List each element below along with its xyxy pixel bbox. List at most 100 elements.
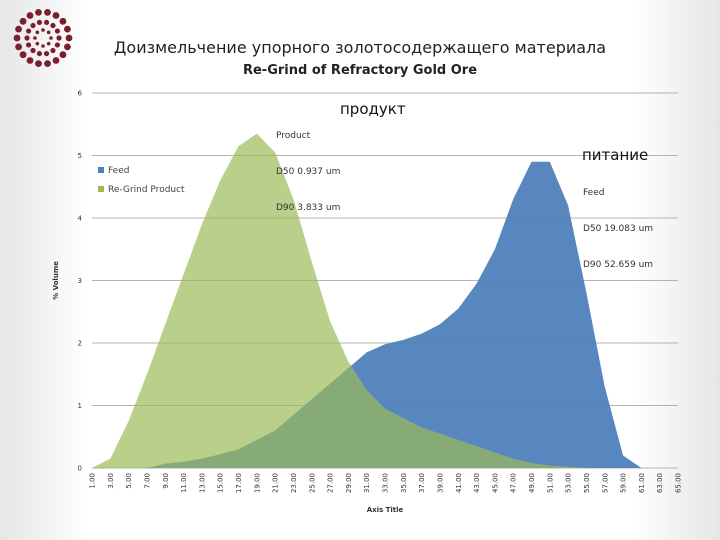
x-tick-label: 11.00 — [180, 473, 188, 493]
x-tick-label: 21.00 — [272, 473, 280, 493]
x-tick-label: 1.00 — [89, 473, 97, 489]
x-tick-label: 65.00 — [675, 473, 683, 493]
product-note-line: D90 3.833 um — [276, 203, 341, 213]
x-tick-label: 37.00 — [418, 473, 426, 493]
x-tick-label: 41.00 — [455, 473, 463, 493]
logo-dot — [46, 41, 51, 46]
series-area-feed — [92, 161, 678, 468]
logo-dot — [46, 30, 51, 35]
x-tick-label: 57.00 — [601, 473, 609, 493]
logo-dot — [56, 35, 62, 41]
x-tick-label: 31.00 — [363, 473, 371, 493]
x-tick-label: 63.00 — [656, 473, 664, 493]
feed-callout: питание — [582, 146, 649, 164]
x-tick-label: 5.00 — [125, 473, 133, 489]
logo-dot — [43, 19, 50, 26]
x-tick-label: 49.00 — [528, 473, 536, 493]
x-tick-label: 47.00 — [510, 473, 518, 493]
logo-dot — [35, 60, 42, 68]
y-tick-label: 3 — [78, 277, 82, 285]
y-tick-label: 0 — [78, 465, 82, 473]
logo-dot — [52, 57, 60, 64]
x-tick-label: 43.00 — [473, 473, 481, 493]
product-note-line: D50 0.937 um — [276, 167, 341, 177]
logo-dot — [59, 51, 67, 59]
x-tick-label: 33.00 — [382, 473, 390, 493]
x-axis-title: Axis Title — [367, 506, 404, 514]
x-tick-label: 55.00 — [583, 473, 591, 493]
feed-note-line: D50 19.083 um — [583, 224, 654, 234]
logo-dot — [52, 12, 60, 19]
logo-dot — [44, 60, 51, 68]
logo-dot — [30, 47, 36, 54]
x-tick-label: 25.00 — [308, 473, 316, 493]
logo-dot — [54, 28, 61, 34]
y-axis-title: % Volume — [52, 261, 60, 300]
product-callout: продукт — [340, 100, 406, 118]
logo-dot — [13, 34, 21, 42]
logo-dot — [25, 28, 32, 34]
logo-dot — [19, 17, 27, 25]
logo-dot — [24, 35, 30, 41]
y-tick-label: 1 — [78, 402, 82, 410]
x-tick-label: 3.00 — [107, 473, 115, 489]
feed-note-line: Feed — [583, 188, 605, 198]
logo-dot — [59, 17, 67, 25]
logo-dot — [43, 50, 50, 57]
legend-entry: Re-Grind Product — [108, 185, 185, 195]
logo-dot — [44, 8, 51, 16]
logo-dot — [26, 57, 34, 64]
logo-dot — [64, 43, 71, 51]
logo-dot — [35, 30, 40, 35]
feed-stats-note: Feed D50 19.083 um D90 52.659 um — [583, 163, 653, 283]
logo-dot — [50, 47, 56, 54]
y-tick-label: 2 — [78, 340, 82, 348]
logo-dot — [50, 22, 56, 29]
legend-swatch — [98, 167, 104, 173]
x-tick-label: 53.00 — [565, 473, 573, 493]
logo-dot — [41, 28, 45, 32]
ornamental-circle-logo-icon — [13, 8, 73, 68]
page-title: Доизмельчение упорного золотосодержащего… — [113, 38, 607, 57]
x-tick-label: 17.00 — [235, 473, 243, 493]
logo-dot — [35, 8, 42, 16]
logo-dot — [41, 44, 45, 48]
x-tick-label: 29.00 — [345, 473, 353, 493]
x-tick-label: 7.00 — [143, 473, 151, 489]
product-note-line: Product — [276, 131, 311, 141]
legend-swatch — [98, 186, 104, 192]
x-tick-label: 19.00 — [253, 473, 261, 493]
logo-dot — [33, 36, 37, 40]
x-tick-label: 23.00 — [290, 473, 298, 493]
y-tick-label: 5 — [78, 152, 82, 160]
chart-title: Re-Grind of Refractory Gold Ore — [242, 63, 478, 78]
legend-entry: Feed — [108, 166, 129, 176]
logo-dot — [26, 12, 34, 19]
x-tick-label: 27.00 — [327, 473, 335, 493]
series-area-re-grind-product — [92, 133, 678, 468]
logo-dot — [54, 42, 61, 48]
logo-dot — [30, 22, 36, 29]
x-tick-label: 61.00 — [638, 473, 646, 493]
logo-dot — [36, 19, 43, 26]
x-tick-label: 35.00 — [400, 473, 408, 493]
y-tick-label: 4 — [78, 215, 83, 223]
x-tick-label: 45.00 — [491, 473, 499, 493]
x-tick-label: 13.00 — [198, 473, 206, 493]
y-tick-label: 6 — [78, 90, 83, 98]
logo-dot — [35, 41, 40, 46]
logo-dot — [65, 34, 73, 42]
logo-dot — [64, 25, 71, 33]
feed-note-line: D90 52.659 um — [583, 260, 654, 270]
logo-dot — [15, 43, 22, 51]
x-tick-label: 51.00 — [546, 473, 554, 493]
logo-dot — [15, 25, 22, 33]
logo-dot — [36, 50, 43, 57]
x-tick-label: 39.00 — [436, 473, 444, 493]
logo-dot — [19, 51, 27, 59]
logo-dot — [25, 42, 32, 48]
x-tick-label: 15.00 — [217, 473, 225, 493]
x-tick-label: 9.00 — [162, 473, 170, 489]
logo-dot — [49, 36, 53, 40]
